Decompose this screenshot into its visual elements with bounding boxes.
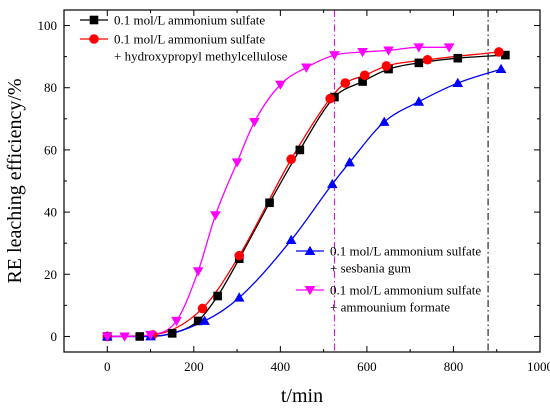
data-point-ammonium-formate xyxy=(145,330,156,341)
y-tick-label: 0 xyxy=(51,329,58,344)
data-point-ammonium-formate xyxy=(329,51,340,61)
series-markers xyxy=(101,43,510,342)
data-point-ammonium-formate xyxy=(443,43,455,53)
legend-label-hpmc: 0.1 mol/L ammonium sulfate xyxy=(114,32,265,47)
data-point-hpmc xyxy=(234,250,245,261)
data-point-sesbania-gum xyxy=(233,292,245,302)
data-point-sesbania-gum xyxy=(285,234,297,245)
data-point-ammonium-sulfate xyxy=(265,198,274,208)
x-tick-label: 400 xyxy=(271,359,291,374)
x-tick-label: 0 xyxy=(104,359,111,374)
y-tick-label: 60 xyxy=(44,142,57,157)
data-point-ammonium-formate xyxy=(231,158,243,168)
data-point-ammonium-formate xyxy=(210,211,221,221)
data-point-ammonium-formate xyxy=(275,80,286,90)
data-point-hpmc xyxy=(325,93,335,104)
legend-marker-ammonium-formate xyxy=(304,286,316,296)
data-point-ammonium-sulfate xyxy=(414,58,424,68)
data-point-ammonium-sulfate xyxy=(501,50,510,60)
y-tick-label: 80 xyxy=(44,80,57,95)
data-point-ammonium-sulfate xyxy=(167,329,177,338)
data-point-ammonium-formate xyxy=(192,267,204,277)
data-point-sesbania-gum xyxy=(378,116,390,126)
legend-label-sesbania-gum: 0.1 mol/L ammonium sulfate xyxy=(330,244,481,259)
y-tick-label: 20 xyxy=(44,267,57,282)
y-tick-label: 100 xyxy=(38,18,58,33)
legend-top: 0.1 mol/L ammonium sulfate 0.1 mol/L ammo… xyxy=(80,13,288,64)
x-tick-label: 800 xyxy=(444,359,464,374)
data-point-ammonium-formate xyxy=(249,117,260,128)
legend-label-sesbania-gum: + sesbania gum xyxy=(330,261,411,276)
data-point-sesbania-gum xyxy=(452,77,464,88)
data-point-hpmc xyxy=(494,47,504,57)
axes: 0 200 400 600 800 1000 0 20 40 60 80 100 xyxy=(38,9,550,374)
legend-marker-ammonium-sulfate xyxy=(89,15,99,25)
data-point-hpmc xyxy=(422,54,433,65)
data-point-ammonium-formate xyxy=(119,332,130,342)
legend-label-ammonium-sulfate: 0.1 mol/L ammonium sulfate xyxy=(114,13,265,28)
data-point-sesbania-gum xyxy=(199,315,210,325)
legend-marker-hpmc xyxy=(89,34,99,44)
data-point-sesbania-gum xyxy=(495,63,507,74)
data-point-ammonium-formate xyxy=(101,332,113,342)
y-tick-label: 40 xyxy=(44,205,57,220)
data-point-ammonium-formate xyxy=(383,46,394,56)
x-tick-label: 1000 xyxy=(527,359,550,374)
x-tick-label: 600 xyxy=(357,359,377,374)
data-point-hpmc xyxy=(359,70,370,81)
data-point-ammonium-sulfate xyxy=(295,145,305,155)
data-point-ammonium-formate xyxy=(301,63,312,73)
data-point-ammonium-formate xyxy=(171,316,182,327)
x-tick-label: 200 xyxy=(184,359,204,374)
legend-label-hpmc: + hydroxypropyl methylcellulose xyxy=(114,49,288,64)
data-point-sesbania-gum xyxy=(344,157,355,167)
data-point-ammonium-formate xyxy=(413,43,425,53)
legend-label-ammonium-formate: 0.1 mol/L ammonium sulfate xyxy=(330,283,481,298)
legend-label-ammonium-formate: + ammounium formate xyxy=(330,300,450,315)
data-point-sesbania-gum xyxy=(326,178,338,189)
data-point-ammonium-sulfate xyxy=(193,316,203,326)
y-axis-title: RE leaching efficiency/% xyxy=(4,78,26,283)
data-point-ammonium-sulfate xyxy=(358,77,367,86)
data-point-hpmc xyxy=(197,303,208,314)
legend-bottom: 0.1 mol/L ammonium sulfate + sesbania gum… xyxy=(296,244,481,315)
data-point-ammonium-sulfate xyxy=(213,291,222,301)
data-point-ammonium-sulfate xyxy=(453,53,463,63)
data-point-hpmc xyxy=(340,78,351,88)
data-point-hpmc xyxy=(286,154,296,165)
data-point-hpmc xyxy=(381,61,392,71)
legend-marker-sesbania-gum xyxy=(304,245,316,255)
data-point-sesbania-gum xyxy=(413,96,425,106)
data-point-ammonium-sulfate xyxy=(135,332,145,341)
x-axis-title: t/min xyxy=(281,385,323,407)
data-point-ammonium-formate xyxy=(357,47,368,58)
series-line-hpmc xyxy=(107,51,499,338)
